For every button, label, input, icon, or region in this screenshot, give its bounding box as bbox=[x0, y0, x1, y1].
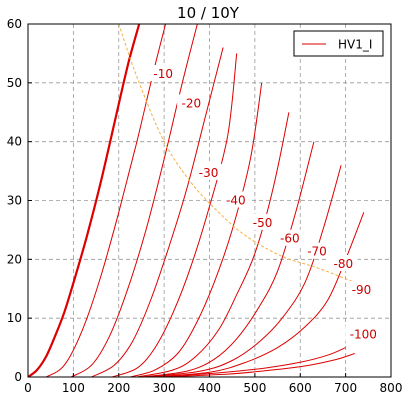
plate-curve-5 bbox=[129, 82, 263, 377]
plate-curve-7 bbox=[141, 141, 315, 377]
curve-label-bg bbox=[347, 280, 376, 297]
curve-label-bg bbox=[221, 191, 251, 208]
x-tick-label: 700 bbox=[334, 381, 357, 395]
curve-label-text: -80 bbox=[334, 257, 354, 271]
x-tick-label: 400 bbox=[198, 381, 221, 395]
curve-label-bg bbox=[329, 255, 358, 272]
curve-label-text: -90 bbox=[352, 283, 372, 297]
plate-curve-10 bbox=[155, 347, 346, 377]
grid bbox=[28, 24, 391, 377]
curve-label: -40 bbox=[221, 191, 251, 208]
curve-label-bg bbox=[275, 229, 305, 246]
curve-label-bg bbox=[248, 213, 277, 230]
plate-curve-0 bbox=[28, 24, 141, 377]
x-tick-label: 100 bbox=[62, 381, 85, 395]
curve-label: -30 bbox=[194, 163, 223, 180]
plate-curve-1 bbox=[45, 24, 167, 377]
plate-curves bbox=[28, 24, 365, 377]
curve-label-text: -70 bbox=[307, 245, 327, 259]
legend-box bbox=[293, 30, 384, 57]
curve-label-text: -40 bbox=[226, 194, 246, 208]
curve-label: -60 bbox=[275, 229, 305, 246]
load-line-path bbox=[118, 24, 364, 287]
load-line bbox=[118, 24, 364, 287]
x-tick-label: 200 bbox=[107, 381, 130, 395]
curve-label-text: -100 bbox=[350, 328, 377, 342]
curve-label-text: -30 bbox=[199, 166, 219, 180]
legend-entry: HV1_I bbox=[338, 38, 372, 52]
curve-label-text: -10 bbox=[153, 67, 173, 81]
x-tick-label: 800 bbox=[380, 381, 403, 395]
plate-curve-3 bbox=[91, 47, 224, 377]
y-tick-label: 50 bbox=[7, 76, 22, 90]
curve-label-bg bbox=[177, 94, 206, 111]
x-tick-label: 300 bbox=[153, 381, 176, 395]
curve-label-text: -20 bbox=[182, 96, 202, 110]
curve-label: -90 bbox=[347, 280, 376, 297]
curve-label: -50 bbox=[248, 213, 277, 230]
curve-label-bg bbox=[302, 242, 332, 259]
curve-label-text: -50 bbox=[253, 216, 273, 230]
y-tick-label: 20 bbox=[7, 252, 22, 266]
y-tick-label: 10 bbox=[7, 311, 22, 325]
y-tick-label: 40 bbox=[7, 135, 22, 149]
chart-title: 10 / 10Y bbox=[177, 4, 240, 22]
plate-curve-9 bbox=[150, 212, 365, 377]
plate-curve-2 bbox=[70, 24, 198, 377]
x-tick-label: 500 bbox=[243, 381, 266, 395]
curve-label: -10 bbox=[148, 65, 178, 82]
curve-label-bg bbox=[148, 65, 178, 82]
legend: HV1_I bbox=[293, 30, 384, 57]
plate-curve-4 bbox=[111, 53, 238, 377]
plate-curve-11 bbox=[159, 353, 355, 377]
y-tick-label: 60 bbox=[7, 17, 22, 31]
x-tick-label: 0 bbox=[24, 381, 32, 395]
x-tick-label: 600 bbox=[289, 381, 312, 395]
curve-label-bg bbox=[194, 163, 223, 180]
curve-label: -80 bbox=[329, 255, 358, 271]
curve-label: -20 bbox=[177, 94, 206, 111]
axis-ticks: 0 100 200 300 400 500 600 700 800 0 10 20 30 40 50 60 bbox=[7, 17, 403, 395]
y-tick-label: 0 bbox=[14, 370, 22, 384]
curve-label: -100 bbox=[345, 325, 382, 342]
curve-label: -70 bbox=[302, 242, 332, 259]
y-tick-label: 30 bbox=[7, 194, 22, 208]
curve-label-bg bbox=[345, 325, 382, 342]
plate-curve-8 bbox=[145, 165, 342, 377]
plate-curve-6 bbox=[136, 112, 290, 377]
curve-label-text: -60 bbox=[280, 232, 300, 246]
curve-labels: -10 -20 -30 -40 -50 -60 -70 -80 -90 -100 bbox=[148, 65, 382, 342]
